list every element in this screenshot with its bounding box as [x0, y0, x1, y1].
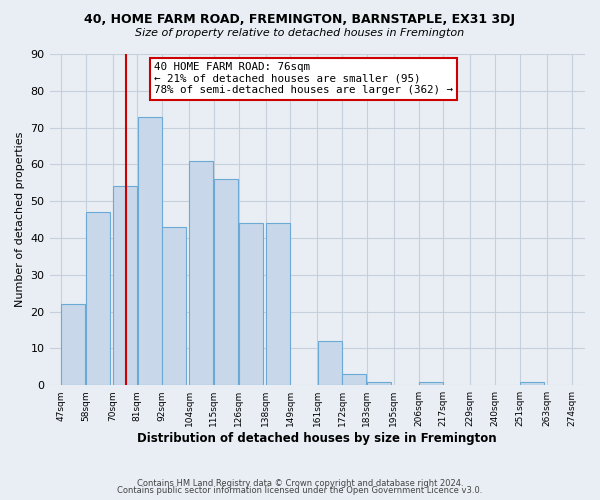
Bar — [419, 382, 443, 385]
Bar — [214, 179, 238, 385]
Bar — [61, 304, 85, 385]
Bar — [239, 224, 263, 385]
X-axis label: Distribution of detached houses by size in Fremington: Distribution of detached houses by size … — [137, 432, 497, 445]
Bar — [317, 341, 341, 385]
Bar — [137, 116, 161, 385]
Bar — [190, 160, 214, 385]
Bar — [367, 382, 391, 385]
Bar — [266, 224, 290, 385]
Text: Contains public sector information licensed under the Open Government Licence v3: Contains public sector information licen… — [118, 486, 482, 495]
Bar — [113, 186, 137, 385]
Bar — [86, 212, 110, 385]
Bar — [343, 374, 367, 385]
Bar — [520, 382, 544, 385]
Text: 40, HOME FARM ROAD, FREMINGTON, BARNSTAPLE, EX31 3DJ: 40, HOME FARM ROAD, FREMINGTON, BARNSTAP… — [85, 12, 515, 26]
Text: 40 HOME FARM ROAD: 76sqm
← 21% of detached houses are smaller (95)
78% of semi-d: 40 HOME FARM ROAD: 76sqm ← 21% of detach… — [154, 62, 453, 96]
Y-axis label: Number of detached properties: Number of detached properties — [15, 132, 25, 308]
Bar — [163, 227, 187, 385]
Text: Contains HM Land Registry data © Crown copyright and database right 2024.: Contains HM Land Registry data © Crown c… — [137, 478, 463, 488]
Text: Size of property relative to detached houses in Fremington: Size of property relative to detached ho… — [136, 28, 464, 38]
